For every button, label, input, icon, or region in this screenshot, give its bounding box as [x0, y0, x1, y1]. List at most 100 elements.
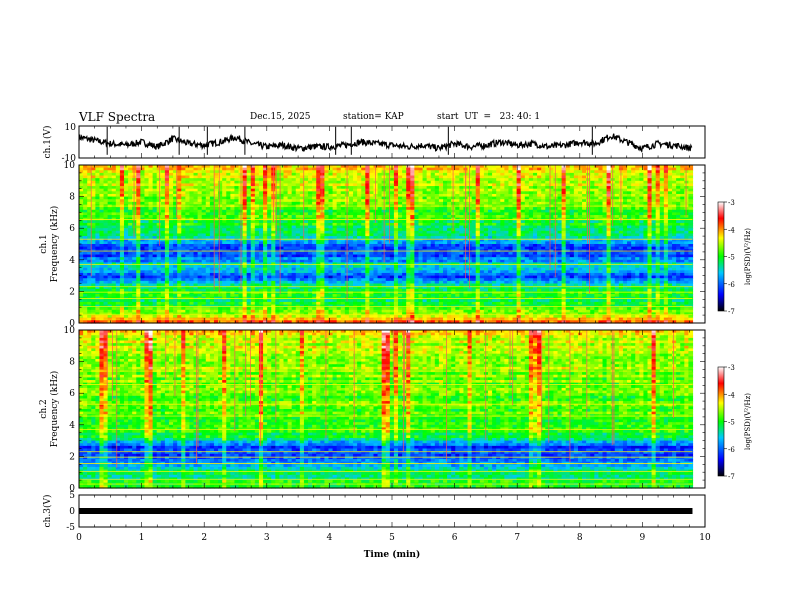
spectrogram-cell [357, 178, 362, 182]
spectrogram-cell [95, 167, 101, 171]
spectrogram-cell [528, 183, 534, 187]
spectrogram-cell [602, 178, 608, 182]
spectrogram-cell [639, 170, 644, 174]
spectrogram-cell [627, 178, 632, 182]
spectrogram-cell [598, 172, 604, 177]
spectrogram-cell [336, 170, 342, 174]
spectrogram-cell [336, 172, 342, 177]
spectrogram-cell [279, 180, 285, 185]
spectrogram-cell [622, 167, 628, 171]
spectrogram-cell [586, 172, 591, 177]
spectrogram-cell [316, 180, 321, 185]
spectrogram-cell [312, 180, 317, 185]
spectrogram-cell [516, 165, 522, 169]
spectrogram-cell [430, 175, 436, 179]
spectrogram-cell [119, 175, 125, 179]
spectrogram-cell [639, 180, 644, 185]
spectrogram-cell [541, 165, 546, 169]
spectrogram-cell [659, 178, 665, 182]
ch1-trace [78, 133, 693, 153]
spectrogram-cell [226, 183, 231, 187]
spectrogram-cell [586, 175, 591, 179]
spectrogram-cell [676, 178, 681, 182]
spectrogram-cell [340, 165, 346, 169]
spectrogram-cell [107, 178, 113, 182]
spectrogram-cell [156, 183, 162, 187]
spectrogram-cell [242, 165, 248, 169]
spectrogram-cell [569, 165, 575, 169]
spectrogram-cell [590, 165, 595, 169]
spectrogram-cell [504, 165, 510, 169]
spectrogram-cell [87, 165, 92, 169]
spectrogram-cell [177, 175, 182, 179]
spectrogram-cell [275, 165, 280, 169]
spectrogram-cell [250, 180, 256, 185]
spectrogram-cell [332, 167, 338, 171]
spectrogram-cell [111, 167, 117, 171]
spectrogram-cell [353, 165, 358, 169]
spectrogram-cell [422, 178, 428, 182]
spectrogram-cell [582, 175, 587, 179]
spectrogram-cell [209, 165, 215, 169]
spectrogram-cell [676, 167, 681, 171]
spectrogram-cell [340, 183, 346, 187]
spectrogram-cell [99, 180, 105, 185]
spectrogram-cell [328, 170, 334, 174]
spectrogram-cell [655, 175, 661, 179]
spectrogram-cell [655, 170, 661, 174]
spectrogram-cell [385, 170, 391, 174]
spectrogram-cell [496, 172, 501, 177]
spectrogram-cell [504, 183, 510, 187]
spectrogram-cell [205, 170, 211, 174]
spectrogram-cell [602, 170, 608, 174]
spectrogram-cell [684, 165, 689, 169]
spectrogram-cell [688, 165, 694, 169]
spectrogram-cell [389, 172, 395, 177]
spectrogram-cell [451, 175, 456, 179]
spectrogram-cell [532, 183, 538, 187]
spectrogram-cell [672, 178, 677, 182]
spectrogram-cell [565, 178, 571, 182]
spectrogram-cell [201, 178, 207, 182]
spectrogram-cell [504, 170, 510, 174]
spectrogram-cell [279, 178, 285, 182]
spectrogram-cell [410, 178, 415, 182]
spectrogram-cell [467, 183, 473, 187]
spectrogram-cell [148, 172, 154, 177]
spectrogram-cell [189, 183, 195, 187]
spectrogram-cell [430, 170, 436, 174]
spectrogram-cell [688, 180, 694, 185]
spectrogram-cell [672, 170, 677, 174]
spectrogram-cell [549, 180, 555, 185]
spectrogram-cell [357, 175, 362, 179]
spectrogram-cell [569, 172, 575, 177]
spectrogram-cell [475, 183, 481, 187]
spectrogram-cell [684, 172, 689, 177]
spectrogram-cell [119, 178, 125, 182]
spectrogram-cell [193, 175, 199, 179]
spectrogram-cell [680, 165, 685, 169]
spectrogram-cell [95, 180, 101, 185]
spectrogram-cell [369, 178, 375, 182]
spectrogram-cell [582, 165, 587, 169]
spectrogram-cell [291, 170, 297, 174]
spectrogram-cell [590, 180, 595, 185]
spectrogram-cell [103, 183, 109, 187]
spectrogram-cell [582, 170, 587, 174]
spectrogram-cell [418, 167, 424, 171]
spectrogram-cell [512, 165, 518, 169]
spectrogram-cell [479, 175, 485, 179]
spectrogram-cell [258, 183, 264, 187]
spectrogram-cell [426, 170, 432, 174]
spectrogram-cell [299, 165, 305, 169]
spectrogram-cell [622, 175, 628, 179]
spectrogram-cell [87, 178, 92, 182]
spectrogram-cell [418, 180, 424, 185]
spectrogram-cell [471, 167, 477, 171]
spectrogram-cell [643, 178, 649, 182]
spectrogram-cell [95, 165, 101, 169]
spectrogram-cell [520, 183, 526, 187]
spectrogram-cell [487, 165, 493, 169]
spectrogram-cell [512, 180, 518, 185]
spectrogram-cell [295, 180, 301, 185]
